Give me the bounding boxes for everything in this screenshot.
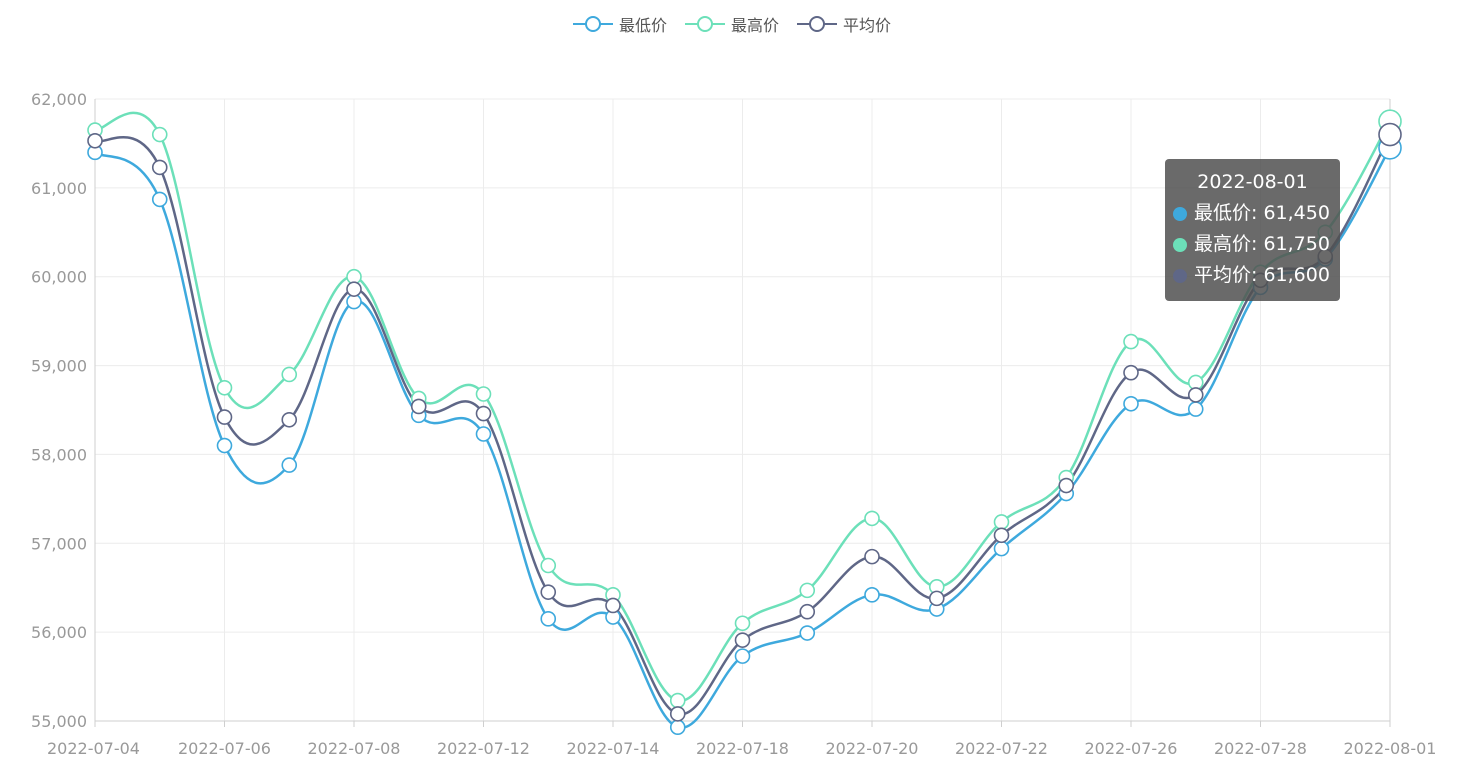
data-point-avg-price bbox=[799, 603, 816, 620]
tooltip-max-text: 最高价: 61,750 bbox=[1194, 233, 1330, 255]
x-tick-label: 2022-08-01 bbox=[1344, 739, 1437, 758]
data-point-min-price bbox=[475, 426, 492, 442]
tooltip-max-dot-icon bbox=[1173, 237, 1187, 252]
y-tick-label: 56,000 bbox=[31, 623, 87, 642]
y-tick-label: 58,000 bbox=[31, 445, 87, 464]
data-point-avg-price bbox=[928, 590, 945, 607]
legend-item-max-price[interactable]: 最高价 bbox=[684, 12, 779, 36]
data-point-avg-price bbox=[669, 706, 686, 722]
data-point-min-price bbox=[993, 540, 1010, 557]
tooltip-min-text: 最低价: 61,450 bbox=[1194, 202, 1330, 224]
data-point-avg-price bbox=[475, 405, 492, 422]
x-tick-label: 2022-07-08 bbox=[308, 739, 401, 758]
x-tick-label: 2022-07-18 bbox=[696, 739, 789, 758]
data-point-avg-price bbox=[605, 597, 621, 614]
x-tick-label: 2022-07-20 bbox=[826, 739, 919, 758]
y-tick-label: 59,000 bbox=[31, 357, 87, 376]
data-point-max-price bbox=[669, 692, 686, 709]
data-point-min-price bbox=[669, 719, 686, 736]
data-point-min-price bbox=[540, 611, 557, 627]
data-point-avg-price bbox=[993, 527, 1010, 544]
x-tick-label: 2022-07-14 bbox=[567, 739, 660, 758]
data-point-avg-price bbox=[1187, 387, 1204, 403]
data-point-max-price bbox=[993, 514, 1010, 530]
tooltip-row-max: 最高价: 61,750 bbox=[1173, 229, 1332, 260]
data-point-avg-price bbox=[216, 409, 233, 425]
tooltip-row-avg: 平均价: 61,600 bbox=[1173, 260, 1332, 291]
data-point-max-price bbox=[734, 615, 751, 632]
y-tick-label: 55,000 bbox=[31, 712, 87, 731]
data-point-max-price bbox=[864, 510, 880, 527]
data-point-avg-price bbox=[734, 632, 751, 648]
legend-label-avg-price: 平均价 bbox=[843, 16, 892, 35]
data-point-min-price bbox=[1123, 395, 1139, 412]
data-point-max-price bbox=[281, 366, 298, 383]
legend: 最低价 最高价 平均价 bbox=[0, 12, 1464, 36]
x-tick-label: 2022-07-04 bbox=[47, 739, 140, 758]
tooltip-min-dot-icon bbox=[1173, 206, 1187, 221]
tooltip-title: 2022-08-01 bbox=[1197, 171, 1308, 193]
legend-avg-price-icon bbox=[797, 16, 837, 32]
data-point-min-price bbox=[281, 457, 298, 473]
data-point-max-price bbox=[799, 582, 816, 599]
x-tick-label: 2022-07-28 bbox=[1214, 739, 1307, 758]
data-point-avg-price bbox=[410, 398, 427, 415]
tooltip-avg-text: 平均价: 61,600 bbox=[1194, 264, 1330, 286]
x-tick-label: 2022-07-26 bbox=[1085, 739, 1178, 758]
data-point-avg-price bbox=[87, 132, 103, 149]
x-tick-label: 2022-07-22 bbox=[955, 739, 1048, 758]
chart-axes: 55,000 56,000 57,000 58,000 59,000 60,000 61,0… bbox=[31, 90, 1436, 758]
y-tick-label: 62,000 bbox=[31, 90, 87, 109]
legend-item-min-price[interactable]: 最低价 bbox=[572, 12, 667, 36]
tooltip-avg-dot-icon bbox=[1173, 268, 1187, 283]
data-point-max-price bbox=[216, 379, 233, 396]
data-point-avg-price bbox=[281, 411, 298, 428]
data-point-avg-price bbox=[346, 281, 362, 297]
data-point-avg-price bbox=[1123, 364, 1139, 381]
data-point-min-price bbox=[864, 587, 880, 603]
data-point-avg-price bbox=[151, 159, 168, 176]
data-point-min-price bbox=[216, 437, 233, 454]
data-point-max-price bbox=[151, 126, 168, 143]
data-point-min-price bbox=[799, 625, 816, 641]
data-point-max-price bbox=[1123, 333, 1139, 350]
legend-min-price-icon bbox=[572, 16, 613, 32]
x-tick-label: 2022-07-06 bbox=[178, 739, 271, 758]
legend-item-avg-price[interactable]: 平均价 bbox=[797, 12, 891, 36]
x-tick-label: 2022-07-12 bbox=[437, 739, 530, 758]
y-tick-label: 57,000 bbox=[31, 534, 87, 553]
data-point-avg-price bbox=[1378, 122, 1402, 147]
data-point-avg-price bbox=[1058, 477, 1075, 494]
legend-max-price-icon bbox=[684, 16, 725, 32]
data-point-avg-price bbox=[540, 584, 557, 600]
data-point-max-price bbox=[475, 386, 492, 402]
data-point-avg-price bbox=[864, 548, 880, 565]
y-tick-label: 61,000 bbox=[31, 179, 87, 198]
data-point-min-price bbox=[734, 648, 751, 664]
y-tick-label: 60,000 bbox=[31, 268, 87, 287]
tooltip: 2022-08-01 最低价: 61,450 最高价: 61,750 平均价: … bbox=[1165, 159, 1340, 301]
tooltip-row-min: 最低价: 61,450 bbox=[1173, 198, 1332, 229]
data-point-min-price bbox=[1187, 401, 1204, 417]
data-point-min-price bbox=[151, 191, 168, 208]
legend-label-min-price: 最低价 bbox=[618, 16, 667, 35]
legend-label-max-price: 最高价 bbox=[730, 16, 779, 35]
data-point-max-price bbox=[540, 557, 557, 574]
